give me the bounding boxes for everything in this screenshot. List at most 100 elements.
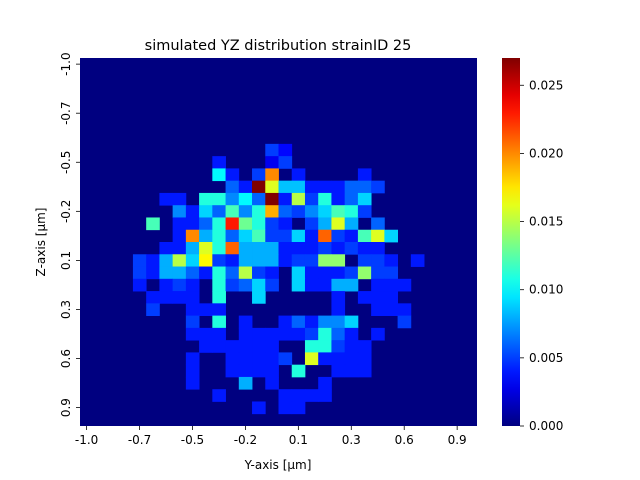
heatmap-cell [344,192,359,206]
heatmap-cell [304,229,319,243]
heatmap-cell [225,352,240,366]
heatmap-cell [225,266,240,280]
heatmap-cell [397,278,412,292]
heatmap-cell [304,192,319,206]
heatmap-cell [331,205,346,218]
heatmap-cell [265,254,279,267]
heatmap-cell [304,278,319,292]
heatmap-cell [212,229,226,243]
heatmap-cell [331,315,346,329]
heatmap-cell [199,217,213,231]
heatmap-cell [357,192,372,206]
heatmap-cell [252,229,266,243]
heatmap-cell [185,278,200,292]
heatmap-cell [291,242,306,255]
heatmap-cell [357,242,372,255]
heatmap-cell [225,340,240,353]
heatmap-cell [344,340,359,353]
heatmap-cell [304,340,319,353]
y-tick-label: -1.0 [59,52,73,75]
heatmap-cell [199,340,213,353]
heatmap-cell [238,180,253,194]
y-tick-label: -0.2 [59,200,73,223]
heatmap-cell [252,278,266,292]
heatmap-cell [265,192,279,206]
heatmap-cell [278,192,293,206]
heatmap-cell [159,291,174,304]
heatmap-cell [212,205,226,218]
heatmap-cell [238,327,253,341]
x-tick-label: 0.6 [395,433,414,447]
heatmap-cell [331,192,346,206]
heatmap-cell [238,254,253,267]
heatmap-cell [278,217,293,231]
heatmap-cell [371,229,385,243]
colorbar: 0.000 0.005 0.010 0.015 0.020 0.025 [502,58,563,433]
heatmap-cell [278,315,293,329]
heatmap-cell [318,327,332,341]
heatmap-cell [172,242,187,255]
heatmap-cell [199,327,213,341]
y-tick-label: 0.1 [59,251,73,270]
x-tick-label: -1.0 [75,433,98,447]
heatmap-cell [371,180,385,194]
heatmap-cell [159,266,174,280]
heatmap-cell [146,266,160,280]
heatmap-cell [318,205,332,218]
heatmap-cell [225,180,240,194]
heatmap-cell [384,291,398,304]
heatmap-cell [265,266,279,280]
heatmap-cell [252,254,266,267]
heatmap-cell [344,278,359,292]
heatmap-cell [225,192,240,206]
heatmap-cell [172,254,187,267]
heatmap-cell [344,205,359,218]
heatmap-cell [225,217,240,231]
heatmap-cell [291,180,306,194]
heatmap-cell [172,217,187,231]
heatmap-cell [278,143,293,157]
heatmap-cell [331,242,346,255]
heatmap-cell [146,303,160,316]
heatmap-cell [278,254,293,267]
heatmap-cell [238,278,253,292]
heatmap-cell [384,278,398,292]
heatmap-cell [265,143,279,157]
heatmap-cell [225,364,240,378]
heatmap-cell [252,340,266,353]
colorbar-tick-label: 0.015 [529,215,563,229]
heatmap-cell [331,327,346,341]
colorbar-tick-label: 0.000 [529,419,563,433]
heatmap-cell [410,254,425,267]
heatmap-cell [304,352,319,366]
heatmap-cell [185,376,200,390]
heatmap-cell [185,315,200,329]
heatmap-cell [397,315,412,329]
heatmap-cell [304,327,319,341]
heatmap-cell [318,340,332,353]
heatmap-cell [265,242,279,255]
heatmap-cell [344,315,359,329]
heatmap-cell [146,217,160,231]
heatmap-cell [265,364,279,378]
heatmap-cell [344,327,359,341]
heatmap-cell [159,242,174,255]
heatmap-cell [265,156,279,169]
heatmap-cell [238,229,253,243]
heatmap-cell [212,327,226,341]
heatmap-cell [199,242,213,255]
x-tick-label: 0.3 [342,433,361,447]
heatmap-cell [318,254,332,267]
y-tick-label: -0.7 [59,101,73,124]
heatmap-cell [252,180,266,194]
heatmap-cell [238,340,253,353]
heatmap-cell [185,242,200,255]
heatmap-cell [344,217,359,231]
heatmap-cell [304,180,319,194]
heatmap-cell [172,266,187,280]
heatmap-cell [331,217,346,231]
colorbar-tick-label: 0.025 [529,78,563,92]
heatmap-cell [159,254,174,267]
heatmap-cell [357,254,372,267]
heatmap-cell [225,278,240,292]
